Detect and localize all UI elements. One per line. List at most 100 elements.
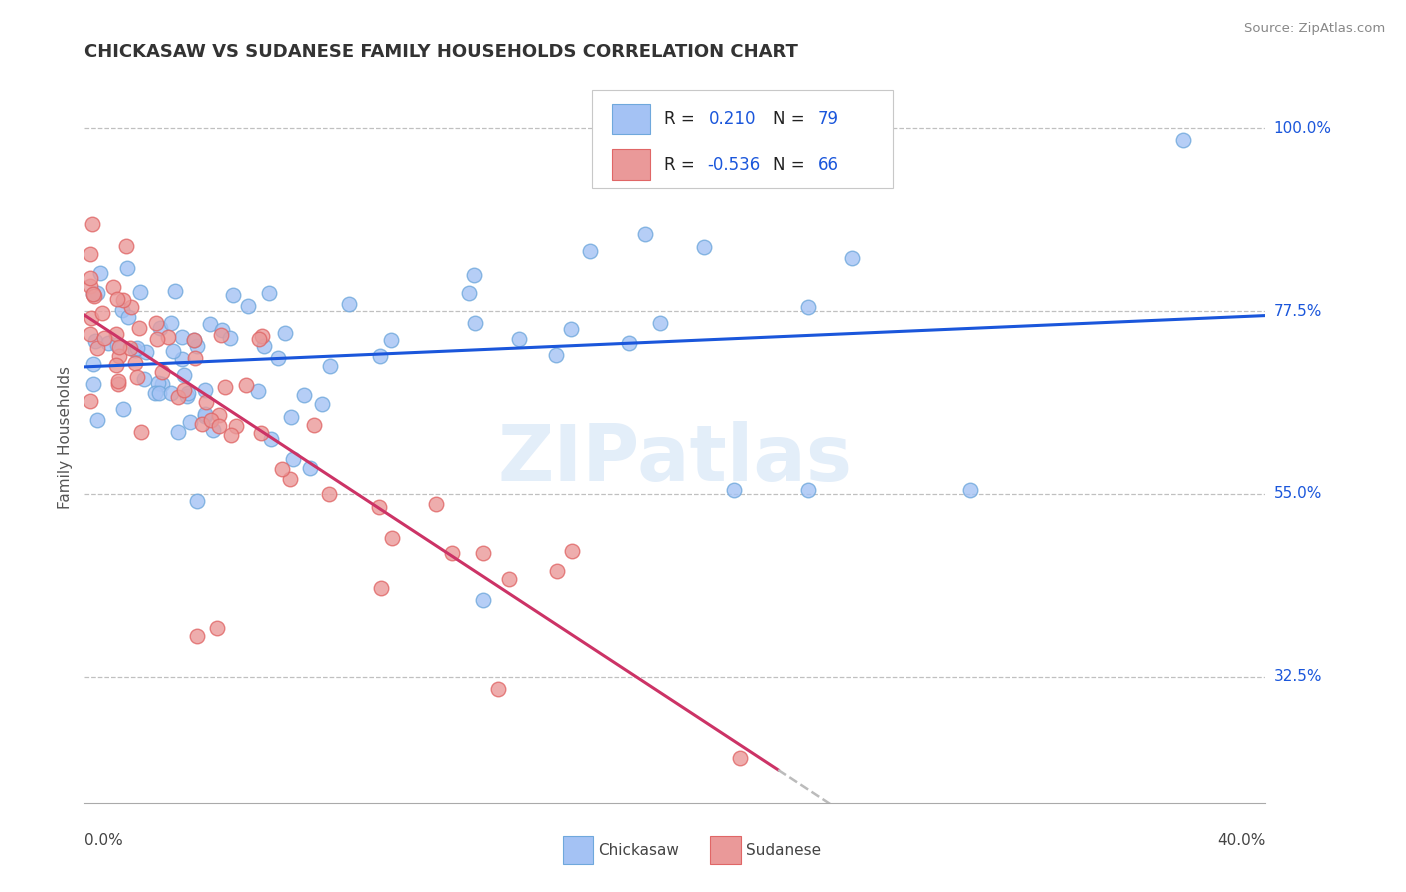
Point	[368, 500, 391, 514]
Text: 55.0%: 55.0%	[1274, 486, 1322, 501]
Point	[134, 372, 156, 386]
Point	[84, 334, 107, 348]
Point	[319, 359, 342, 373]
Point	[337, 297, 360, 311]
Point	[79, 279, 101, 293]
Point	[82, 286, 104, 301]
Point	[160, 385, 183, 400]
Text: ZIPatlas: ZIPatlas	[498, 421, 852, 497]
Point	[508, 332, 530, 346]
Point	[186, 629, 208, 643]
Point	[179, 416, 201, 430]
Point	[186, 339, 208, 353]
Point	[129, 425, 152, 440]
Point	[115, 261, 138, 276]
Point	[425, 497, 447, 511]
Point	[370, 581, 392, 595]
Point	[222, 287, 245, 301]
Text: R =: R =	[664, 155, 700, 174]
Point	[1171, 133, 1194, 147]
Point	[211, 323, 233, 337]
Text: R =: R =	[664, 110, 700, 128]
Point	[190, 417, 212, 431]
Point	[841, 252, 863, 266]
Point	[167, 425, 190, 439]
Point	[124, 356, 146, 370]
Point	[83, 289, 105, 303]
Point	[458, 285, 481, 300]
Point	[82, 357, 104, 371]
Point	[160, 316, 183, 330]
Point	[318, 487, 340, 501]
Point	[150, 365, 173, 379]
Point	[111, 293, 134, 307]
Point	[82, 377, 104, 392]
Point	[235, 377, 257, 392]
Point	[959, 483, 981, 497]
Point	[128, 321, 150, 335]
Point	[486, 681, 509, 696]
Point	[271, 462, 294, 476]
Point	[381, 531, 404, 545]
Point	[463, 268, 485, 282]
Point	[578, 244, 600, 258]
Bar	[612, 149, 650, 180]
Point	[173, 368, 195, 382]
Point	[86, 341, 108, 355]
Point	[249, 425, 271, 440]
Point	[471, 545, 494, 559]
Point	[115, 239, 138, 253]
Point	[650, 316, 672, 330]
Bar	[612, 103, 650, 135]
Point	[247, 332, 270, 346]
Point	[278, 472, 301, 486]
Point	[135, 345, 157, 359]
Point	[267, 351, 290, 365]
Point	[194, 409, 217, 424]
Text: N =: N =	[773, 155, 810, 174]
Point	[108, 340, 131, 354]
Point	[617, 336, 640, 351]
Point	[103, 280, 125, 294]
Point	[79, 271, 101, 285]
Point	[441, 546, 464, 560]
Point	[225, 419, 247, 434]
Point	[93, 331, 115, 345]
Point	[128, 285, 150, 299]
Point	[105, 327, 128, 342]
Point	[86, 412, 108, 426]
Point	[108, 349, 131, 363]
Point	[97, 335, 120, 350]
Point	[693, 239, 716, 253]
Point	[209, 327, 232, 342]
Point	[380, 333, 402, 347]
Point	[281, 452, 304, 467]
Point	[167, 390, 190, 404]
Point	[170, 330, 193, 344]
Point	[257, 286, 280, 301]
Point	[107, 375, 129, 389]
Point	[82, 217, 104, 231]
Point	[112, 402, 135, 417]
Point	[544, 349, 567, 363]
Point	[176, 389, 198, 403]
Point	[148, 376, 170, 391]
Point	[561, 544, 583, 558]
Point	[107, 377, 129, 392]
Point	[145, 332, 167, 346]
Bar	[562, 837, 593, 864]
Point	[194, 407, 217, 421]
Point	[546, 564, 568, 578]
Point	[368, 349, 391, 363]
Point	[110, 302, 132, 317]
Point	[560, 322, 582, 336]
Point	[177, 385, 200, 400]
Point	[260, 432, 283, 446]
Point	[200, 413, 222, 427]
Point	[183, 333, 205, 347]
Point	[311, 397, 333, 411]
Point	[118, 341, 141, 355]
Point	[143, 385, 166, 400]
Point	[148, 385, 170, 400]
Point	[186, 494, 208, 508]
